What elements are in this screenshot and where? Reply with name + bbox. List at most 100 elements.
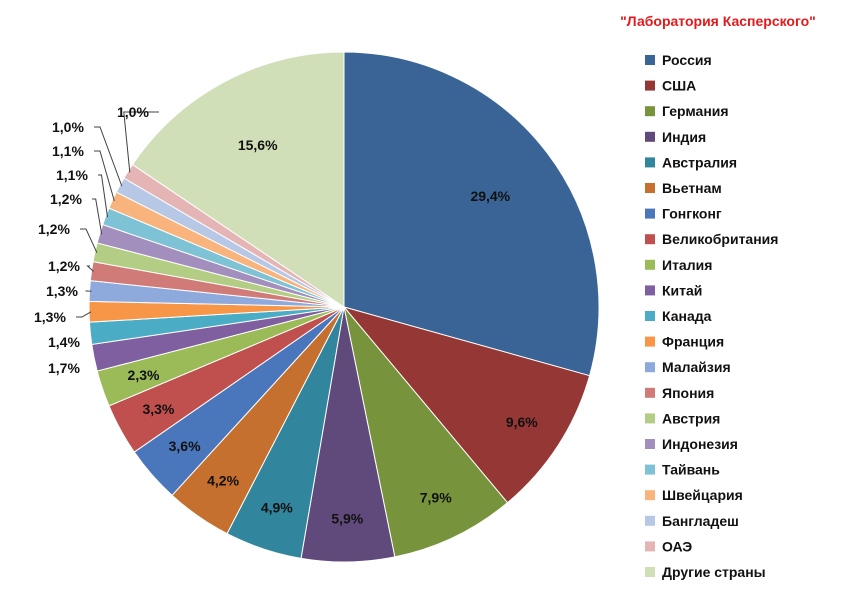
- legend-item-другие-страны: Другие страны: [645, 564, 766, 580]
- data-label-китай: 1,7%: [48, 360, 80, 376]
- legend-label-сша: США: [662, 78, 696, 94]
- legend-swatch-оаэ: [645, 541, 655, 552]
- legend-item-сша: США: [645, 78, 696, 94]
- data-label-вьетнам: 4,2%: [207, 473, 239, 489]
- data-label-канада: 1,4%: [48, 334, 80, 350]
- pie-slice-сша: [342, 306, 591, 504]
- legend-label-бангладеш: Бангладеш: [662, 513, 739, 529]
- legend-swatch-австрия: [645, 413, 655, 424]
- legend-label-индонезия: Индонезия: [662, 436, 738, 452]
- legend-label-россия: Россия: [662, 52, 712, 68]
- legend-label-франция: Франция: [662, 334, 724, 350]
- legend-item-китай: Китай: [645, 282, 702, 298]
- legend-label-япония: Япония: [662, 385, 714, 401]
- legend-swatch-вьетнам: [645, 183, 655, 193]
- legend-swatch-тайвань: [645, 464, 655, 475]
- legend-item-оаэ: ОАЭ: [645, 538, 692, 554]
- data-labels: 29,4% 9,6% 7,9% 5,9% 4,9% 4,2% 3,6% 3,3% 2,3% 1,7…: [34, 104, 538, 527]
- legend-label-вьетнам: Вьетнам: [662, 180, 722, 196]
- leader-line-индонезия: [92, 198, 103, 235]
- legend-item-франция: Франция: [645, 334, 724, 350]
- data-label-другие-страны: 15,6%: [238, 137, 278, 153]
- legend-label-италия: Италия: [662, 257, 712, 273]
- legend-item-гонгконг: Гонгконг: [645, 206, 722, 222]
- legend-item-япония: Япония: [645, 385, 714, 401]
- leader-line-тайвань: [98, 174, 108, 218]
- legend-swatch-индонезия: [645, 439, 655, 449]
- legend-item-канада: Канада: [645, 308, 712, 324]
- data-label-оаэ: 1,0%: [117, 104, 149, 120]
- pie-slice-другие-страны: [131, 51, 345, 308]
- legend-swatch-швейцария: [645, 490, 655, 501]
- legend-item-австрия: Австрия: [645, 410, 720, 426]
- legend-item-индонезия: Индонезия: [645, 436, 738, 452]
- legend-item-германия: Германия: [645, 103, 729, 119]
- data-label-тайвань: 1,1%: [56, 167, 88, 183]
- legend-item-великобритания: Великобритания: [645, 231, 778, 247]
- legend-item-индия: Индия: [645, 129, 706, 145]
- legend-label-германия: Германия: [662, 103, 729, 119]
- legend-swatch-великобритания: [645, 234, 655, 245]
- legend-swatch-германия: [645, 106, 655, 117]
- legend-item-малайзия: Малайзия: [645, 359, 731, 375]
- chart-title: "Лаборатория Касперского": [620, 13, 816, 29]
- legend-item-тайвань: Тайвань: [645, 462, 720, 478]
- pie-slice-германия: [343, 306, 509, 558]
- legend-label-тайвань: Тайвань: [662, 462, 720, 478]
- legend-label-индия: Индия: [662, 129, 706, 145]
- legend-swatch-китай: [645, 285, 655, 296]
- pie-slices: [88, 51, 600, 563]
- legend: Россия США Германия Индия Австралия Вьетнам Го…: [645, 52, 778, 580]
- data-label-швейцария: 1,1%: [52, 143, 84, 159]
- data-label-россия: 29,4%: [470, 188, 510, 204]
- data-label-гонгконг: 3,6%: [169, 438, 201, 454]
- legend-swatch-сша: [645, 80, 655, 91]
- legend-item-бангладеш: Бангладеш: [645, 513, 739, 529]
- legend-item-австралия: Австралия: [645, 154, 737, 170]
- leader-line-оаэ: [123, 111, 159, 173]
- legend-swatch-гонгконг: [645, 208, 655, 219]
- data-label-бангладеш: 1,0%: [52, 119, 84, 135]
- legend-label-оаэ: ОАЭ: [662, 538, 692, 554]
- legend-label-другие-страны: Другие страны: [662, 564, 766, 580]
- legend-label-австрия: Австрия: [662, 410, 720, 426]
- pie-slice-россия: [343, 51, 600, 377]
- data-label-япония: 1,2%: [48, 258, 80, 274]
- legend-item-вьетнам: Вьетнам: [645, 180, 722, 196]
- legend-label-гонгконг: Гонгконг: [662, 206, 722, 222]
- data-label-индонезия: 1,2%: [50, 191, 82, 207]
- leader-line-франция: [76, 311, 92, 318]
- legend-swatch-индия: [645, 131, 655, 142]
- legend-swatch-другие-страны: [645, 567, 655, 577]
- data-label-индия: 5,9%: [331, 511, 363, 527]
- data-label-малайзия: 1,3%: [46, 283, 78, 299]
- leader-line-бангладеш: [94, 126, 123, 187]
- legend-item-россия: Россия: [645, 52, 712, 68]
- data-label-сша: 9,6%: [506, 414, 538, 430]
- legend-label-китай: Китай: [662, 282, 702, 298]
- legend-swatch-италия: [645, 259, 655, 270]
- leader-line-япония: [86, 265, 94, 272]
- leader-lines: [76, 111, 159, 318]
- data-label-австрия: 1,2%: [38, 221, 70, 237]
- legend-swatch-франция: [645, 336, 655, 347]
- legend-swatch-австралия: [645, 157, 655, 168]
- data-label-австралия: 4,9%: [261, 500, 293, 516]
- legend-label-великобритания: Великобритания: [662, 231, 778, 247]
- legend-item-италия: Италия: [645, 257, 712, 273]
- legend-swatch-малайзия: [645, 362, 655, 373]
- data-label-великобритания: 3,3%: [142, 401, 174, 417]
- legend-swatch-канада: [645, 311, 655, 321]
- data-label-германия: 7,9%: [420, 490, 452, 506]
- leader-line-швейцария: [94, 150, 115, 202]
- data-label-франция: 1,3%: [34, 309, 66, 325]
- legend-label-канада: Канада: [662, 308, 712, 324]
- leader-line-австрия: [80, 228, 98, 253]
- legend-swatch-россия: [645, 55, 655, 65]
- legend-label-швейцария: Швейцария: [662, 487, 743, 503]
- legend-label-малайзия: Малайзия: [662, 359, 731, 375]
- data-label-италия: 2,3%: [128, 367, 160, 383]
- legend-swatch-япония: [645, 387, 655, 398]
- legend-item-швейцария: Швейцария: [645, 487, 743, 503]
